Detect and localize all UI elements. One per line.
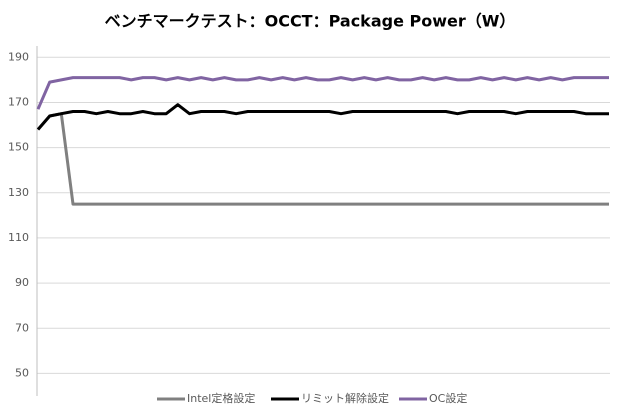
series-line xyxy=(36,103,609,131)
y-tick-label: 150 xyxy=(8,141,29,154)
y-tick-label: 190 xyxy=(8,50,29,63)
series-line xyxy=(36,76,609,110)
legend-label: OC設定 xyxy=(429,391,467,405)
y-tick-label: 170 xyxy=(8,95,29,108)
y-tick-label: 50 xyxy=(15,366,29,379)
legend-label: リミット解除設定 xyxy=(301,391,389,405)
legend-label: Intel定格設定 xyxy=(187,391,255,405)
y-tick-label: 90 xyxy=(15,276,29,289)
y-tick-label: 130 xyxy=(8,186,29,199)
chart-title: ベンチマークテスト：OCCT：Package Power（W） xyxy=(105,12,516,31)
y-tick-label: 70 xyxy=(15,321,29,334)
y-tick-label: 110 xyxy=(8,231,29,244)
series-line xyxy=(36,112,609,206)
